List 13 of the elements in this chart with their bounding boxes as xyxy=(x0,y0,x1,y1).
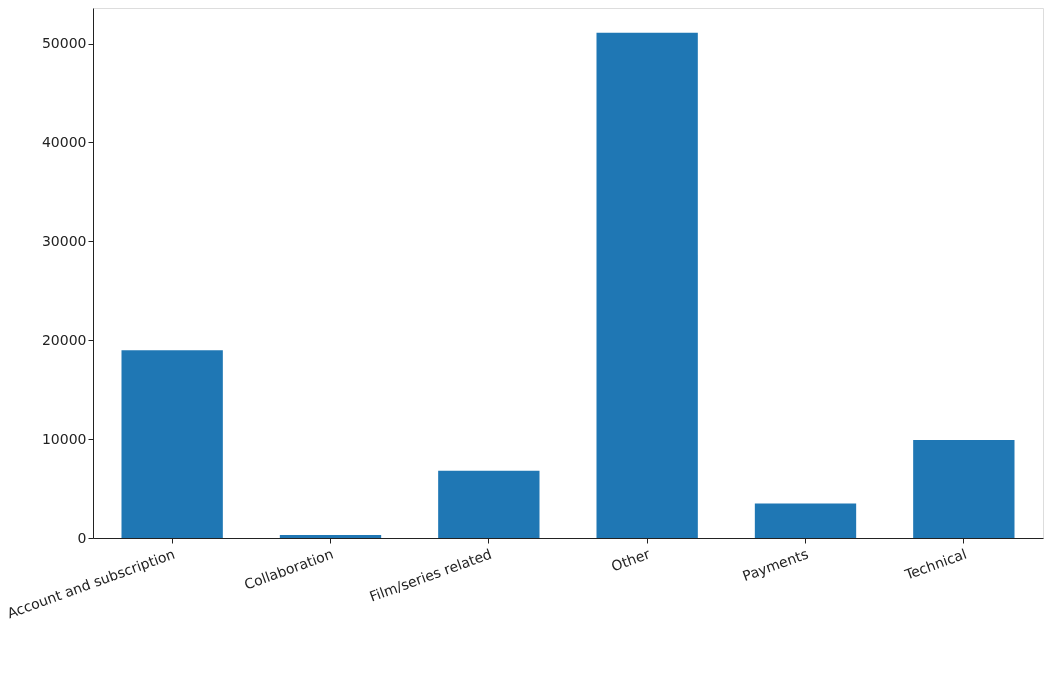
bar xyxy=(438,470,540,538)
y-tick-label: 30000 xyxy=(41,232,87,249)
y-tick-label: 50000 xyxy=(41,35,87,52)
bar xyxy=(279,535,382,538)
bar xyxy=(596,32,698,538)
y-tick-label: 0 xyxy=(77,529,87,546)
bar xyxy=(121,350,223,538)
y-tick-label: 10000 xyxy=(41,430,87,447)
bar xyxy=(754,503,857,538)
y-tick-label: 20000 xyxy=(41,331,87,348)
bar xyxy=(913,440,1015,538)
y-tick-label: 40000 xyxy=(41,133,87,150)
x-tick-label: Other xyxy=(609,545,653,575)
